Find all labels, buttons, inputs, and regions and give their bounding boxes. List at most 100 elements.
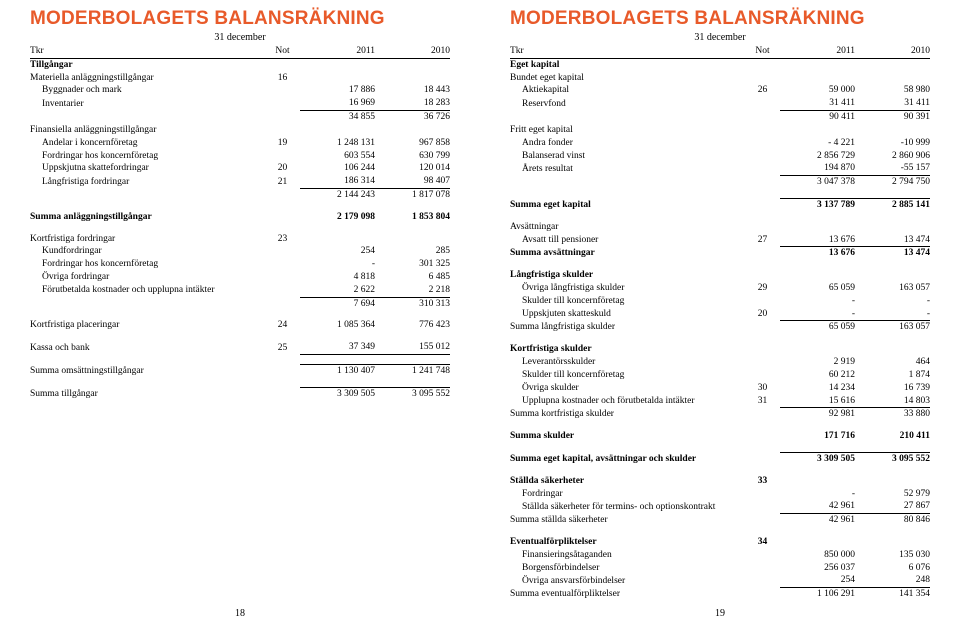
row-label: Summa långfristiga skulder	[510, 321, 745, 334]
row-val-2010: -	[855, 295, 930, 308]
row-label: Förutbetalda kostnader och upplupna intä…	[30, 284, 265, 297]
row-note	[265, 271, 300, 284]
table-row	[510, 260, 930, 269]
row-note	[265, 188, 300, 201]
row-note	[745, 562, 780, 575]
row-label: Skulder till koncernföretag	[510, 369, 745, 382]
row-label: Ställda säkerheter för termins- och opti…	[510, 500, 745, 513]
row-val-2011: 3 137 789	[780, 198, 855, 211]
row-label: Balanserad vinst	[510, 150, 745, 163]
table-row	[510, 466, 930, 475]
table-row: Summa kortfristiga skulder92 98133 880	[510, 408, 930, 421]
row-val-2011: 256 037	[780, 562, 855, 575]
row-label: Upplupna kostnader och förutbetalda intä…	[510, 395, 745, 408]
row-val-2010: 285	[375, 245, 450, 258]
row-val-2011: 2 856 729	[780, 150, 855, 163]
row-val-2011: 92 981	[780, 408, 855, 421]
table-row: Summa avsättningar13 67613 474	[510, 247, 930, 260]
row-val-2011	[300, 58, 375, 71]
row-val-2010: 1 817 078	[375, 188, 450, 201]
table-row: Fordringar hos koncernföretag-301 325	[30, 258, 450, 271]
row-note	[745, 111, 780, 124]
table-row: Summa långfristiga skulder65 059163 057	[510, 321, 930, 334]
row-label: Andra fonder	[510, 137, 745, 150]
table-row: 7 694310 313	[30, 297, 450, 310]
row-note	[745, 269, 780, 282]
row-note: 19	[265, 137, 300, 150]
row-label: Bundet eget kapital	[510, 72, 745, 85]
row-val-2010	[375, 58, 450, 71]
right-date: 31 december	[510, 32, 930, 43]
row-val-2011: 2 622	[300, 284, 375, 297]
row-note: 24	[265, 319, 300, 332]
row-val-2010: 31 411	[855, 97, 930, 110]
table-row: 2 144 2431 817 078	[30, 188, 450, 201]
row-label: Byggnader och mark	[30, 84, 265, 97]
table-row	[30, 332, 450, 341]
table-row	[30, 310, 450, 319]
row-val-2011: 254	[780, 574, 855, 587]
row-val-2011: 31 411	[780, 97, 855, 110]
table-row	[30, 224, 450, 233]
row-label: Övriga långfristiga skulder	[510, 282, 745, 295]
row-label: Uppskjuten skatteskuld	[510, 308, 745, 321]
table-row: Fordringar hos koncernföretag603 554630 …	[30, 150, 450, 163]
row-note: 31	[745, 395, 780, 408]
table-row: Finansieringsåtaganden850 000135 030	[510, 549, 930, 562]
row-val-2011: 59 000	[780, 84, 855, 97]
table-row: Leverantörsskulder2 919464	[510, 356, 930, 369]
table-row: Andelar i koncernföretag191 248 131967 8…	[30, 137, 450, 150]
row-val-2010: 3 095 552	[375, 387, 450, 400]
left-table: Tkr Not 2011 2010 TillgångarMateriella a…	[30, 45, 450, 401]
row-val-2011: 1 130 407	[300, 365, 375, 378]
table-row: Kortfristiga placeringar241 085 364776 4…	[30, 319, 450, 332]
row-val-2011: 17 886	[300, 84, 375, 97]
row-note: 30	[745, 382, 780, 395]
row-label: Långfristiga fordringar	[30, 175, 265, 188]
hdr-not: Not	[745, 45, 780, 58]
row-label	[30, 188, 265, 201]
row-label: Andelar i koncernföretag	[30, 137, 265, 150]
table-row: Långfristiga skulder	[510, 269, 930, 282]
row-label: Materiella anläggningstillgångar	[30, 72, 265, 85]
row-label: Kortfristiga skulder	[510, 343, 745, 356]
row-note	[265, 58, 300, 71]
table-row	[510, 334, 930, 343]
row-label: Summa tillgångar	[30, 387, 265, 400]
row-label: Finansieringsåtaganden	[510, 549, 745, 562]
row-val-2010: 1 874	[855, 369, 930, 382]
row-label: Övriga skulder	[510, 382, 745, 395]
row-val-2011: 34 855	[300, 111, 375, 124]
row-val-2011: 13 676	[780, 234, 855, 247]
left-page: MODERBOLAGETS BALANSRÄKNING 31 december …	[0, 0, 480, 625]
row-note: 26	[745, 84, 780, 97]
row-val-2010	[855, 58, 930, 71]
row-note	[745, 430, 780, 443]
row-label: Summa skulder	[510, 430, 745, 443]
row-label: Övriga fordringar	[30, 271, 265, 284]
row-val-2011: 850 000	[780, 549, 855, 562]
row-val-2011: 16 969	[300, 97, 375, 110]
row-note	[745, 150, 780, 163]
table-row: Summa eget kapital, avsättningar och sku…	[510, 452, 930, 465]
table-row: Ställda säkerheter för termins- och opti…	[510, 500, 930, 513]
row-val-2011	[780, 124, 855, 137]
row-val-2010: 52 979	[855, 488, 930, 501]
row-label: Eget kapital	[510, 58, 745, 71]
table-row: Tillgångar	[30, 58, 450, 71]
table-row: Övriga fordringar4 8186 485	[30, 271, 450, 284]
row-val-2011: 254	[300, 245, 375, 258]
row-label: Summa anläggningstillgångar	[30, 211, 265, 224]
row-val-2010: -	[855, 308, 930, 321]
row-val-2010	[375, 72, 450, 85]
table-row: Inventarier16 96918 283	[30, 97, 450, 110]
row-val-2011: -	[780, 488, 855, 501]
row-note: 20	[745, 308, 780, 321]
row-val-2011: 65 059	[780, 282, 855, 295]
row-val-2011: 1 085 364	[300, 319, 375, 332]
row-val-2011: 14 234	[780, 382, 855, 395]
table-row: Förutbetalda kostnader och upplupna intä…	[30, 284, 450, 297]
row-val-2010	[855, 343, 930, 356]
row-note	[265, 297, 300, 310]
table-row	[510, 421, 930, 430]
